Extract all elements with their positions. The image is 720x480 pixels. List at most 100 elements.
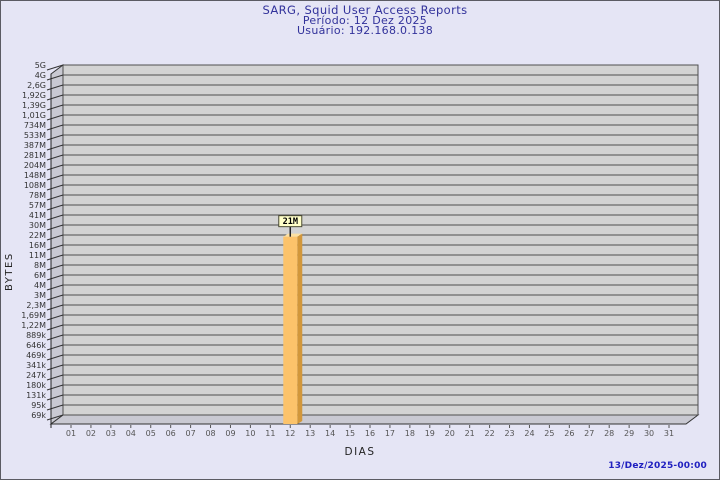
report-timestamp: 13/Dez/2025-00:00 (608, 461, 707, 471)
y-tick-label: 5G (35, 61, 46, 70)
x-tick-label: 12 (285, 429, 295, 438)
report-title: SARG, Squid User Access Reports (262, 3, 468, 17)
x-tick-label: 16 (365, 429, 375, 438)
y-tick-label: 469k (26, 351, 46, 360)
x-tick-label: 05 (146, 429, 156, 438)
y-tick-connector (46, 114, 64, 121)
y-tick-label: 387M (24, 141, 46, 150)
y-tick-connector (46, 384, 64, 391)
y-tick-connector (46, 344, 64, 351)
x-tick-label: 17 (385, 429, 395, 438)
x-tick-label: 07 (186, 429, 196, 438)
x-tick-label: 15 (345, 429, 355, 438)
y-tick-connector (46, 124, 64, 131)
y-axis-title: BYTES (4, 252, 15, 291)
y-tick-label: 11M (29, 251, 46, 260)
y-tick-connector (46, 374, 64, 381)
bar-value-box (278, 215, 303, 228)
bar-day-12 (283, 236, 298, 424)
x-tick-label: 03 (106, 429, 116, 438)
y-tick-connector (46, 104, 64, 111)
x-tick-label: 06 (166, 429, 176, 438)
y-tick-connector (46, 254, 64, 261)
y-tick-connector (46, 224, 64, 231)
y-tick-label: 2,3M (26, 301, 46, 310)
y-tick-connector (46, 364, 64, 371)
report-header: SARG, Squid User Access Reports Período:… (11, 5, 719, 37)
y-tick-connector (46, 174, 64, 181)
y-tick-label: 41M (29, 211, 46, 220)
y-tick-label: 533M (24, 131, 46, 140)
y-tick-label: 6M (34, 271, 46, 280)
y-tick-label: 1,01G (22, 111, 46, 120)
x-tick-label: 18 (405, 429, 415, 438)
y-tick-connector (46, 144, 64, 151)
y-tick-connector (46, 244, 64, 251)
y-tick-label: 1,22M (21, 321, 46, 330)
y-tick-label: 204M (24, 161, 46, 170)
y-tick-label: 2,6G (27, 81, 46, 90)
x-tick-label: 09 (225, 429, 235, 438)
x-tick-label: 29 (624, 429, 634, 438)
y-tick-connector (46, 294, 64, 301)
y-tick-connector (46, 94, 64, 101)
x-tick-label: 04 (126, 429, 136, 438)
y-tick-connector (46, 204, 64, 211)
x-tick-label: 30 (644, 429, 654, 438)
y-tick-connector (46, 274, 64, 281)
bar-value-label: 21M (283, 217, 298, 227)
y-tick-label: 95k (31, 401, 46, 410)
y-tick-connector (46, 134, 64, 141)
plot-left-wall (50, 64, 64, 425)
x-tick-label: 13 (305, 429, 315, 438)
x-axis-title: DIAS (344, 446, 376, 458)
x-tick-label: 25 (544, 429, 554, 438)
bar-top-face (283, 233, 303, 237)
y-tick-connector (46, 234, 64, 241)
y-tick-connector (46, 324, 64, 331)
y-tick-label: 341k (26, 361, 46, 370)
y-tick-label: 108M (24, 181, 46, 190)
bar-side-face (297, 233, 303, 424)
y-tick-connector (46, 394, 64, 401)
y-tick-label: 4G (35, 71, 46, 80)
x-tick-label: 08 (205, 429, 215, 438)
x-tick-label: 22 (485, 429, 495, 438)
x-tick-label: 27 (584, 429, 594, 438)
y-tick-label: 69k (31, 411, 46, 420)
x-tick-label: 01 (66, 429, 76, 438)
y-tick-label: 148M (24, 171, 46, 180)
y-tick-label: 1,92G (22, 91, 46, 100)
y-tick-label: 22M (29, 231, 46, 240)
y-tick-label: 57M (29, 201, 46, 210)
y-tick-connector (46, 354, 64, 361)
x-tick-label: 28 (604, 429, 614, 438)
x-tick-label: 31 (664, 429, 674, 438)
y-tick-connector (46, 414, 64, 421)
y-tick-connector (46, 264, 64, 271)
y-tick-connector (46, 334, 64, 341)
plot-back-wall (62, 64, 699, 416)
y-tick-connector (46, 64, 64, 71)
y-tick-label: 8M (34, 261, 46, 270)
y-tick-label: 889k (26, 331, 46, 340)
y-tick-connector (46, 194, 64, 201)
x-tick-label: 19 (425, 429, 435, 438)
y-tick-connector (46, 84, 64, 91)
y-tick-label: 131k (26, 391, 46, 400)
y-tick-connector (46, 284, 64, 291)
report-user: Usuário: 192.168.0.138 (296, 24, 434, 37)
y-tick-label: 30M (29, 221, 46, 230)
y-tick-connector (46, 404, 64, 411)
y-tick-connector (46, 314, 64, 321)
y-tick-connector (46, 74, 64, 81)
y-tick-label: 646k (26, 341, 46, 350)
y-tick-label: 247k (26, 371, 46, 380)
x-tick-label: 26 (564, 429, 574, 438)
y-tick-label: 78M (29, 191, 46, 200)
y-tick-connector (46, 164, 64, 171)
x-tick-label: 10 (245, 429, 255, 438)
y-tick-label: 1,69M (21, 311, 46, 320)
